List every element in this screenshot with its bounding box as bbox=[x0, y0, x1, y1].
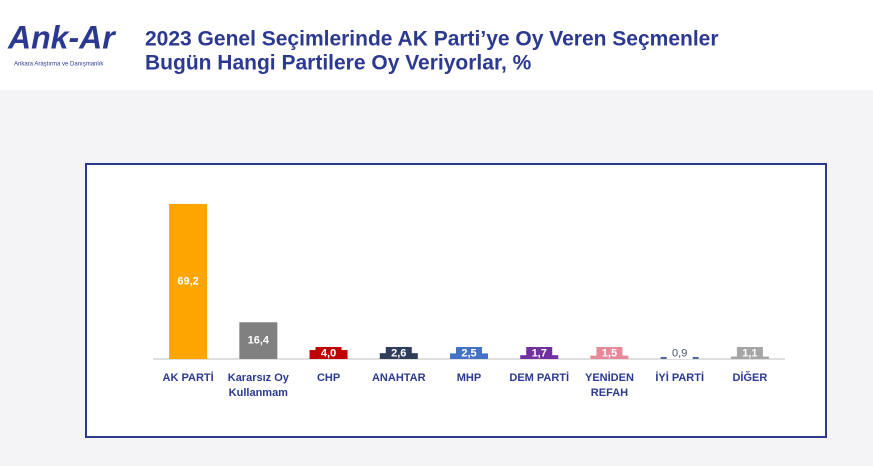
value-label: 4,0 bbox=[321, 347, 336, 359]
value-label-box bbox=[596, 347, 623, 359]
value-label: 2,6 bbox=[391, 347, 406, 359]
value-label: 69,2 bbox=[177, 275, 198, 287]
x-tick-label: ANAHTAR bbox=[372, 372, 426, 384]
bar bbox=[169, 204, 208, 359]
value-label-box bbox=[526, 347, 553, 359]
value-label-box bbox=[736, 347, 763, 359]
header-band bbox=[0, 0, 873, 90]
x-tick-label: İYİ PARTİ bbox=[655, 371, 704, 384]
bar bbox=[239, 322, 278, 359]
value-label: 2,5 bbox=[461, 347, 476, 359]
value-label-box bbox=[456, 347, 482, 359]
title-line: Bugün Hangi Partilere Oy Veriyorlar, % bbox=[145, 52, 532, 75]
x-tick-label: AK PARTİ bbox=[163, 371, 214, 384]
x-tick-label: YENİDEN REFAH bbox=[585, 371, 634, 399]
logo-tagline: Ankara Araştırma ve Danışmanlık bbox=[14, 62, 104, 68]
value-label: 1,7 bbox=[532, 347, 547, 359]
chart-frame bbox=[85, 163, 827, 438]
x-tick-label: MHP bbox=[457, 372, 481, 384]
title-line: 2023 Genel Seçimlerinde AK Parti’ye Oy V… bbox=[145, 28, 719, 51]
x-tick-label: DİĞER bbox=[732, 371, 767, 384]
value-label-box bbox=[315, 347, 342, 359]
value-label: 0,9 bbox=[672, 347, 687, 359]
value-label-box bbox=[666, 347, 693, 359]
value-label: 16,4 bbox=[248, 335, 270, 347]
value-label: 1,5 bbox=[602, 347, 617, 359]
logo-name: Ank-Ar bbox=[7, 19, 116, 55]
value-label-box bbox=[385, 347, 412, 359]
x-tick-label: Kararsız Oy Kullanmam bbox=[228, 372, 290, 399]
x-tick-label: DEM PARTİ bbox=[509, 371, 569, 384]
x-tick-label: CHP bbox=[317, 372, 340, 384]
value-label: 1,1 bbox=[742, 347, 757, 359]
